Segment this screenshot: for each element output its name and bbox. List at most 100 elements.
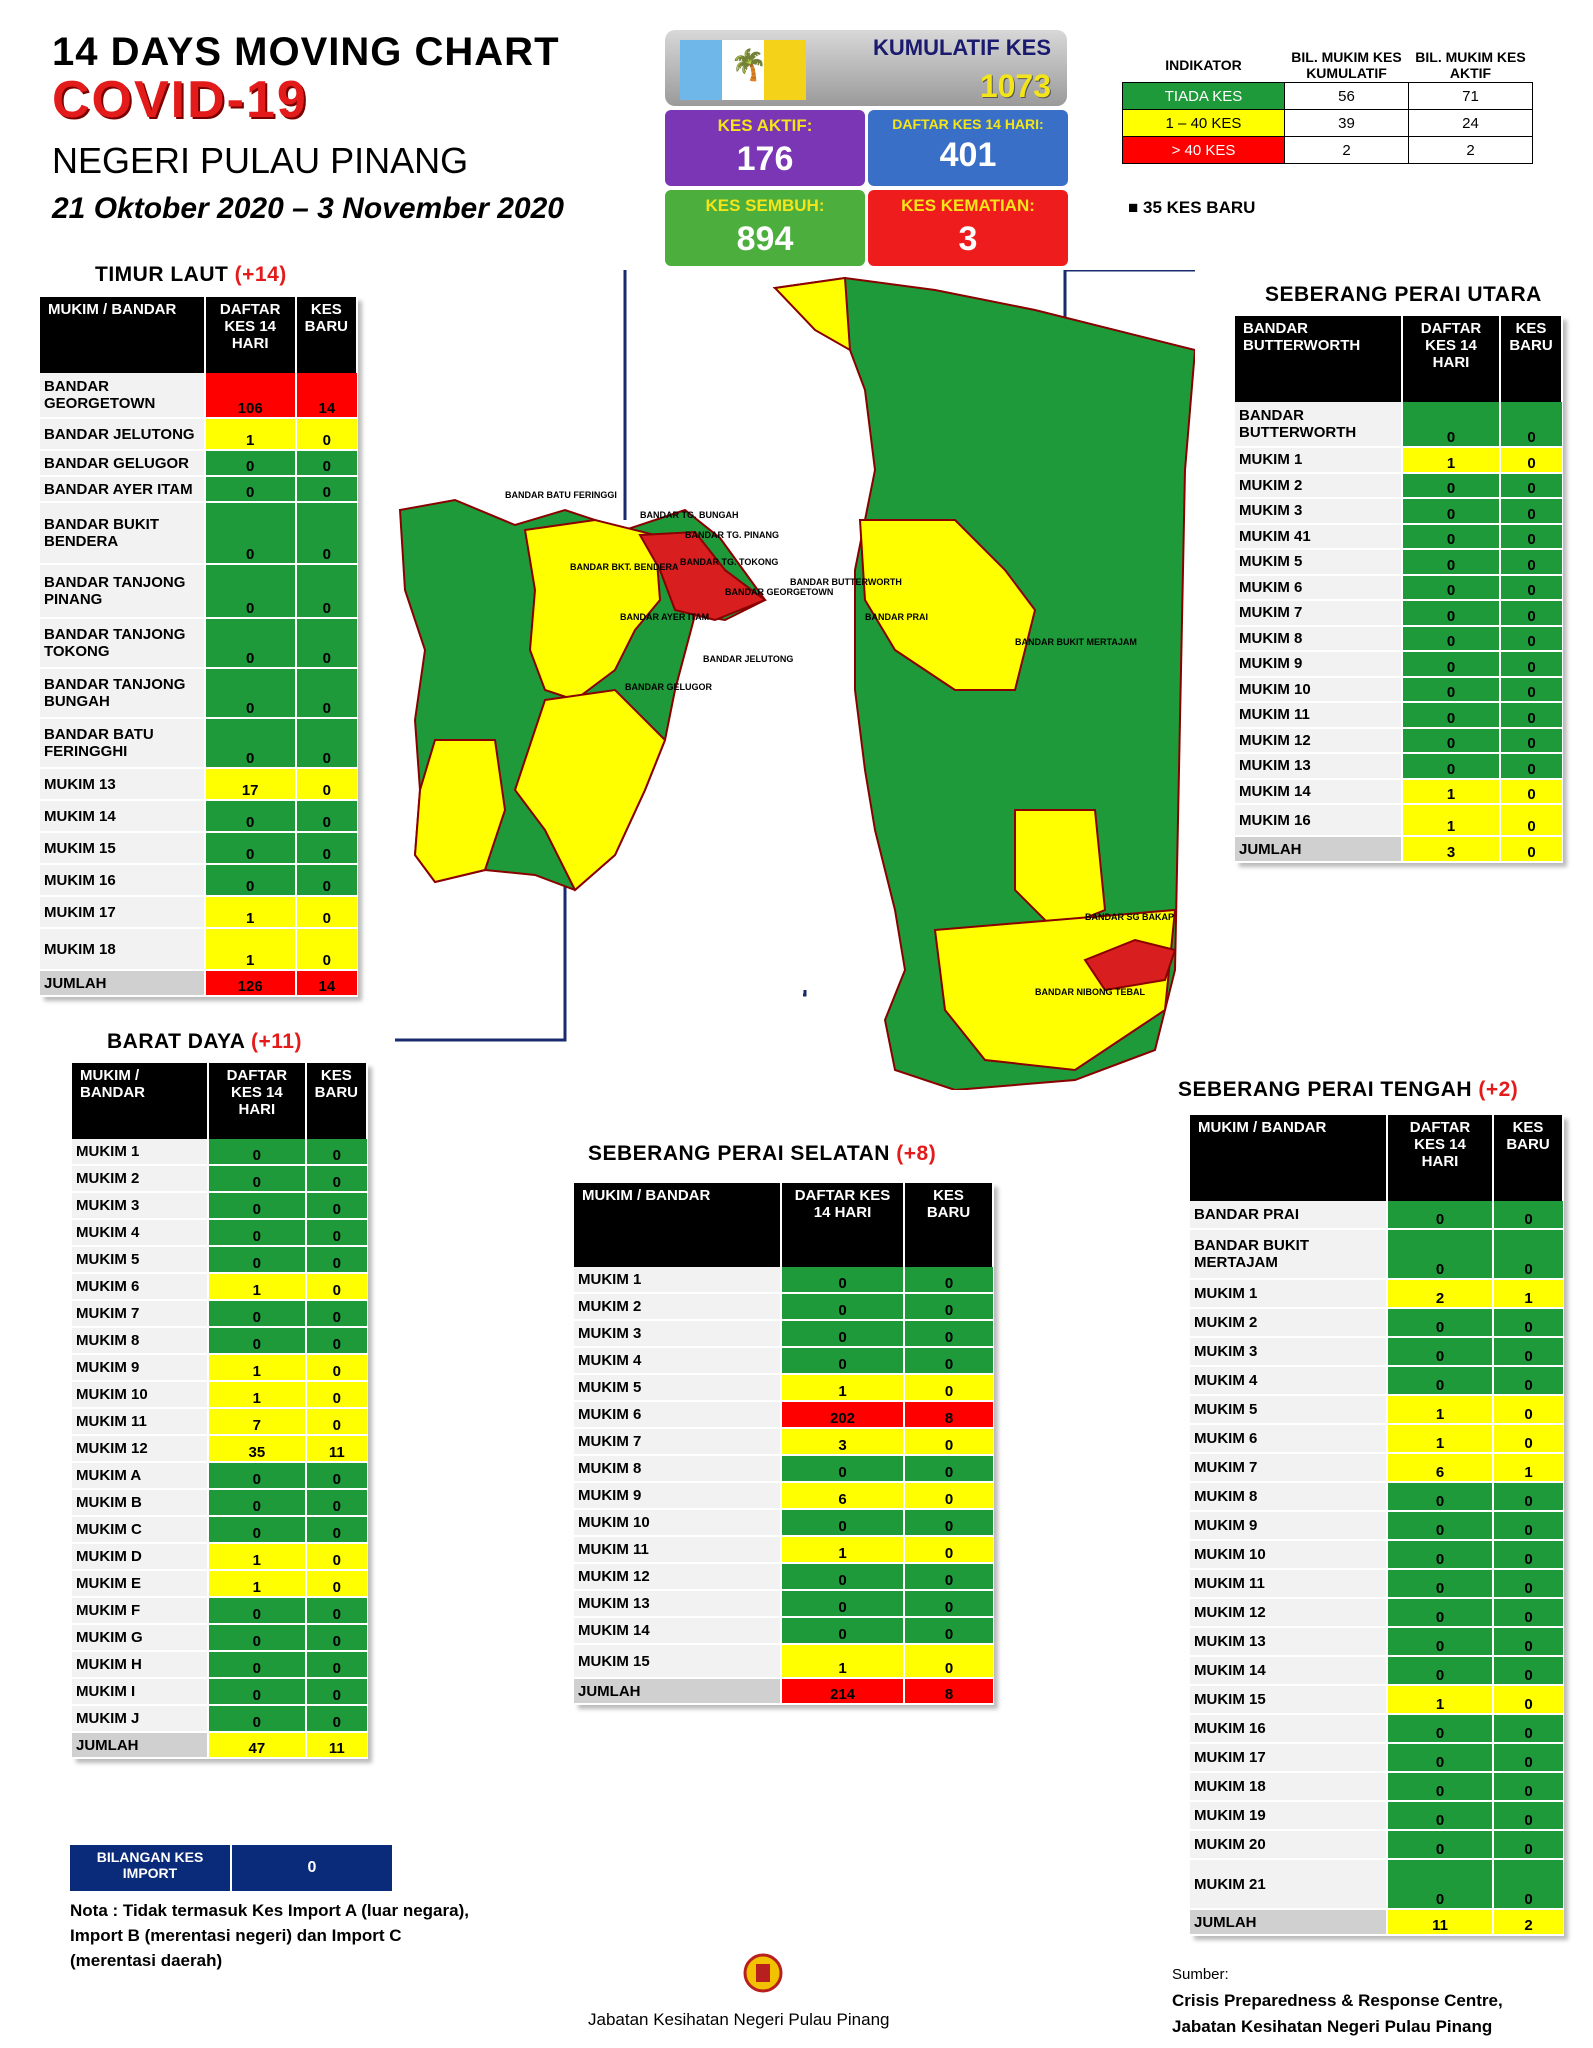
table-row: MUKIM 5 1 0 bbox=[574, 1374, 993, 1402]
total-daftar: 126 bbox=[203, 970, 296, 997]
row-baru: 0 bbox=[1499, 804, 1562, 837]
row-name: MUKIM 2 bbox=[1190, 1308, 1387, 1338]
table-row: MUKIM 7 0 0 bbox=[1235, 600, 1562, 627]
kes-kematian-box: KES KEMATIAN: 3 bbox=[868, 190, 1068, 266]
table-row: MUKIM 17 0 0 bbox=[1190, 1743, 1563, 1773]
indikator-kumulatif: 56 bbox=[1284, 82, 1409, 110]
indikator-kumulatif: 39 bbox=[1284, 109, 1409, 137]
row-daftar: 0 bbox=[207, 1489, 306, 1517]
row-daftar: 1 bbox=[1386, 1424, 1493, 1454]
table-row: MUKIM 11 7 0 bbox=[72, 1408, 367, 1436]
row-baru: 0 bbox=[294, 896, 357, 929]
row-daftar: 0 bbox=[207, 1327, 306, 1355]
row-baru: 0 bbox=[903, 1293, 993, 1321]
table-row: MUKIM H 0 0 bbox=[72, 1651, 367, 1679]
row-baru: 0 bbox=[903, 1267, 993, 1294]
row-baru: 0 bbox=[1492, 1308, 1563, 1338]
row-name: MUKIM 17 bbox=[1190, 1743, 1387, 1773]
row-daftar: 0 bbox=[1386, 1229, 1493, 1280]
map-label: BANDAR BUKIT MERTAJAM bbox=[1015, 637, 1137, 647]
row-name: MUKIM A bbox=[72, 1462, 209, 1490]
island-yellow-zone bbox=[523, 518, 662, 702]
row-baru: 0 bbox=[294, 618, 357, 669]
barat-daya-title: BARAT DAYA (+11) bbox=[107, 1030, 302, 1054]
table-row: MUKIM 11 0 0 bbox=[1235, 702, 1562, 729]
row-baru: 0 bbox=[294, 418, 357, 451]
row-baru: 0 bbox=[1492, 1337, 1563, 1367]
row-daftar: 2 bbox=[1386, 1279, 1493, 1309]
row-baru: 0 bbox=[903, 1590, 993, 1618]
row-baru: 0 bbox=[304, 1408, 367, 1436]
table-row: BANDAR BUKIT BENDERA 0 0 bbox=[40, 502, 357, 565]
table-row: MUKIM 10 0 0 bbox=[1190, 1540, 1563, 1570]
indikator-row: 1 – 40 KES 39 24 bbox=[1122, 109, 1533, 137]
row-name: MUKIM 3 bbox=[1190, 1337, 1387, 1367]
sps-table: MUKIM / BANDAR DAFTAR KES 14 HARI KES BA… bbox=[574, 1183, 994, 1705]
row-name: MUKIM 12 bbox=[1190, 1598, 1387, 1628]
row-daftar: 0 bbox=[207, 1516, 306, 1544]
row-name: MUKIM 10 bbox=[1235, 676, 1402, 703]
table-row: BANDAR BUKIT MERTAJAM 0 0 bbox=[1190, 1229, 1563, 1280]
row-daftar: 0 bbox=[780, 1320, 904, 1348]
indikator-aktif: 71 bbox=[1408, 82, 1533, 110]
row-name: MUKIM 7 bbox=[1190, 1453, 1387, 1483]
row-name: MUKIM 12 bbox=[574, 1563, 781, 1591]
row-baru: 0 bbox=[294, 718, 357, 769]
spt-plus: (+2) bbox=[1478, 1078, 1519, 1101]
row-name: MUKIM 21 bbox=[1190, 1859, 1387, 1910]
row-daftar: 35 bbox=[207, 1435, 306, 1463]
indikator-legend: INDIKATOR BIL. MUKIM KES KUMULATIF BIL. … bbox=[1122, 48, 1533, 164]
row-daftar: 0 bbox=[207, 1219, 306, 1247]
row-baru: 0 bbox=[1499, 574, 1562, 601]
table-row: MUKIM 8 0 0 bbox=[1190, 1482, 1563, 1512]
row-daftar: 0 bbox=[1386, 1337, 1493, 1367]
table-row: MUKIM 11 0 0 bbox=[1190, 1569, 1563, 1599]
row-daftar: 0 bbox=[1386, 1830, 1493, 1860]
row-name: MUKIM 13 bbox=[574, 1590, 781, 1618]
col-baru: KES BARU bbox=[1493, 1115, 1564, 1201]
row-name: MUKIM 5 bbox=[1235, 549, 1402, 576]
row-baru: 0 bbox=[1492, 1656, 1563, 1686]
row-daftar: 0 bbox=[203, 668, 296, 719]
row-daftar: 0 bbox=[207, 1705, 306, 1733]
table-row: MUKIM 14 0 0 bbox=[1190, 1656, 1563, 1686]
row-name: MUKIM 3 bbox=[72, 1192, 209, 1220]
row-baru: 0 bbox=[294, 768, 357, 801]
total-row: JUMLAH 126 14 bbox=[40, 970, 357, 997]
timur-laut-title: TIMUR LAUT (+14) bbox=[95, 263, 287, 287]
table-row: MUKIM 1 2 1 bbox=[1190, 1279, 1563, 1309]
kes-kematian-value: 3 bbox=[958, 220, 978, 258]
row-baru: 0 bbox=[1499, 498, 1562, 525]
row-baru: 0 bbox=[304, 1678, 367, 1706]
row-baru: 0 bbox=[903, 1617, 993, 1645]
row-daftar: 0 bbox=[1386, 1201, 1493, 1230]
map-label: BANDAR PRAI bbox=[865, 612, 928, 622]
spu-mukim1-zone bbox=[772, 276, 852, 352]
total-daftar: 47 bbox=[207, 1732, 306, 1759]
row-baru: 0 bbox=[1499, 472, 1562, 499]
table-row: MUKIM B 0 0 bbox=[72, 1489, 367, 1517]
table-row: BANDAR JELUTONG 1 0 bbox=[40, 418, 357, 451]
barat-daya-table: MUKIM / BANDAR DAFTAR KES 14 HARI KES BA… bbox=[72, 1063, 369, 1759]
table-row: BANDAR PRAI 0 0 bbox=[1190, 1201, 1563, 1230]
row-baru: 0 bbox=[903, 1536, 993, 1564]
daftar-kes-box: DAFTAR KES 14 HARI: 401 bbox=[868, 110, 1068, 186]
kumulatif-value: 1073 bbox=[979, 68, 1051, 104]
row-daftar: 0 bbox=[780, 1267, 904, 1294]
row-baru: 8 bbox=[903, 1401, 993, 1429]
table-row: MUKIM 12 0 0 bbox=[574, 1563, 993, 1591]
row-name: MUKIM 10 bbox=[72, 1381, 209, 1409]
col-baru: KES BARU bbox=[305, 1063, 369, 1139]
row-daftar: 1 bbox=[203, 418, 296, 451]
table-row: MUKIM 3 0 0 bbox=[72, 1192, 367, 1220]
row-name: MUKIM 5 bbox=[1190, 1395, 1387, 1425]
row-name: MUKIM 16 bbox=[40, 864, 205, 897]
row-name: MUKIM 5 bbox=[574, 1374, 781, 1402]
indikator-level: > 40 KES bbox=[1122, 136, 1285, 164]
row-baru: 0 bbox=[294, 668, 357, 719]
table-row: MUKIM 7 0 0 bbox=[72, 1300, 367, 1328]
row-daftar: 0 bbox=[1386, 1598, 1493, 1628]
row-baru: 0 bbox=[1492, 1511, 1563, 1541]
row-daftar: 0 bbox=[1401, 702, 1500, 729]
row-daftar: 202 bbox=[780, 1401, 904, 1429]
